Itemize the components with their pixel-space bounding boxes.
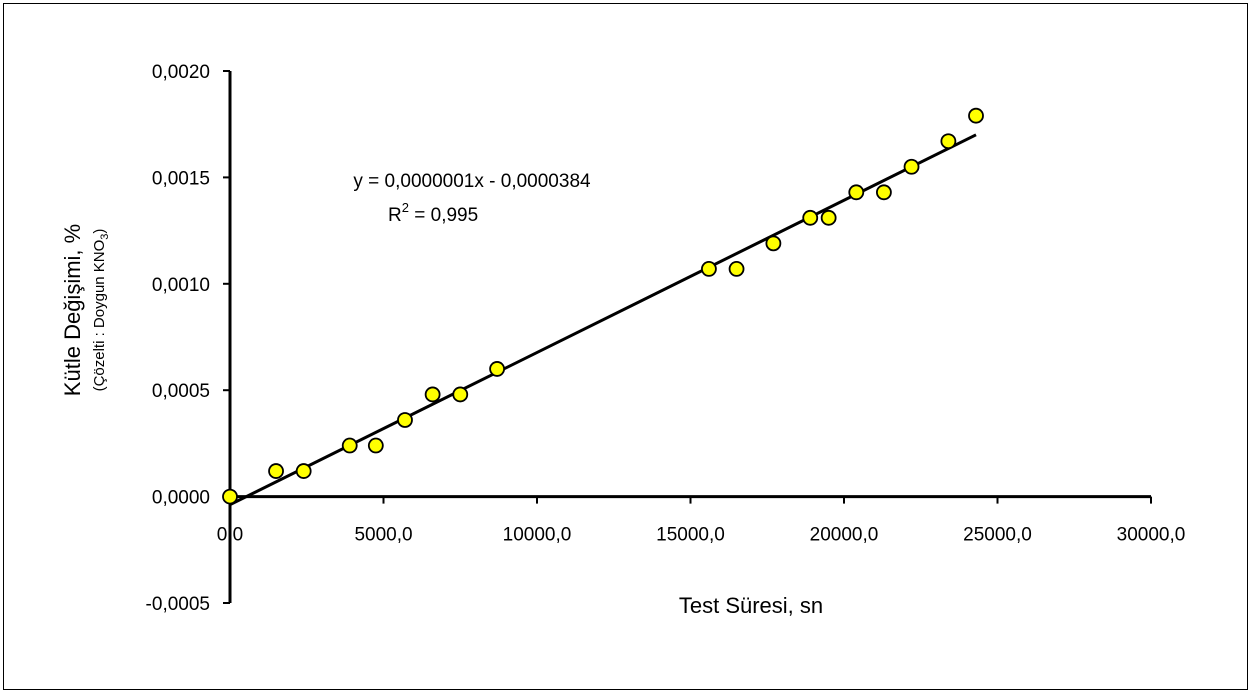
data-point [765,235,782,252]
r-squared-value: = 0,995 [409,205,478,226]
trendline-equation: y = 0,0000001x - 0,0000384 [353,171,591,192]
data-point [295,463,312,479]
chart-frame [3,3,1248,690]
data-point [903,158,920,175]
y-axis-subtitle: (Çözelti : Doygun KNO3) [91,229,111,392]
data-point [452,386,469,403]
x-tick-label: 10000,0 [503,525,572,546]
y-tick-label: -0,0005 [146,594,210,615]
y-axis-subtitle-suffix: ) [91,229,108,234]
axes [228,71,1151,603]
x-tick-label: 20000,0 [810,525,879,546]
y-tick-label: 0,0020 [152,62,210,83]
y-axis-subtitle-index: 3 [99,234,111,240]
x-tick-label: 25000,0 [963,525,1032,546]
data-point [701,261,717,277]
r-squared-sup: 2 [402,200,409,215]
data-point [728,261,745,277]
y-tick-label: 0,0010 [152,275,210,296]
x-tick-label: 15000,0 [656,525,725,546]
x-ticks: 0,0 5000,0 10000,0 15000,0 20000,0 25000,0 300… [217,496,1186,546]
data-point [341,437,358,454]
data-point [820,209,837,226]
data-points [222,107,984,505]
data-point [268,463,284,479]
y-axis-title: Kütle Değişimi, % [60,224,85,396]
x-tick-label: 0,0 [217,525,243,546]
r-squared-prefix: R [388,205,402,226]
data-point [489,361,505,377]
data-point [367,437,384,454]
data-point [222,488,238,505]
y-tick-label: 0,0015 [152,168,210,189]
data-point [397,412,413,428]
data-point [424,386,441,403]
trendline [229,133,977,507]
data-point [848,184,865,201]
x-axis-title: Test Süresi, sn [679,593,823,618]
y-axis-subtitle-prefix: (Çözelti : Doygun KNO [91,240,108,392]
y-ticks: -0,0005 0,0000 0,0005 0,0010 0,0015 0,0020 [146,62,230,615]
data-point [968,107,984,124]
x-tick-label: 30000,0 [1117,525,1186,546]
data-point [940,133,957,150]
r-squared-label: R2 = 0,995 [388,200,478,226]
y-axis-title-group: Kütle Değişimi, % (Çözelti : Doygun KNO3… [60,224,111,396]
y-tick-label: 0,0000 [152,488,210,509]
y-tick-label: 0,0005 [152,381,210,402]
x-tick-label: 5000,0 [354,525,412,546]
data-point [802,209,819,226]
data-point [876,184,892,201]
